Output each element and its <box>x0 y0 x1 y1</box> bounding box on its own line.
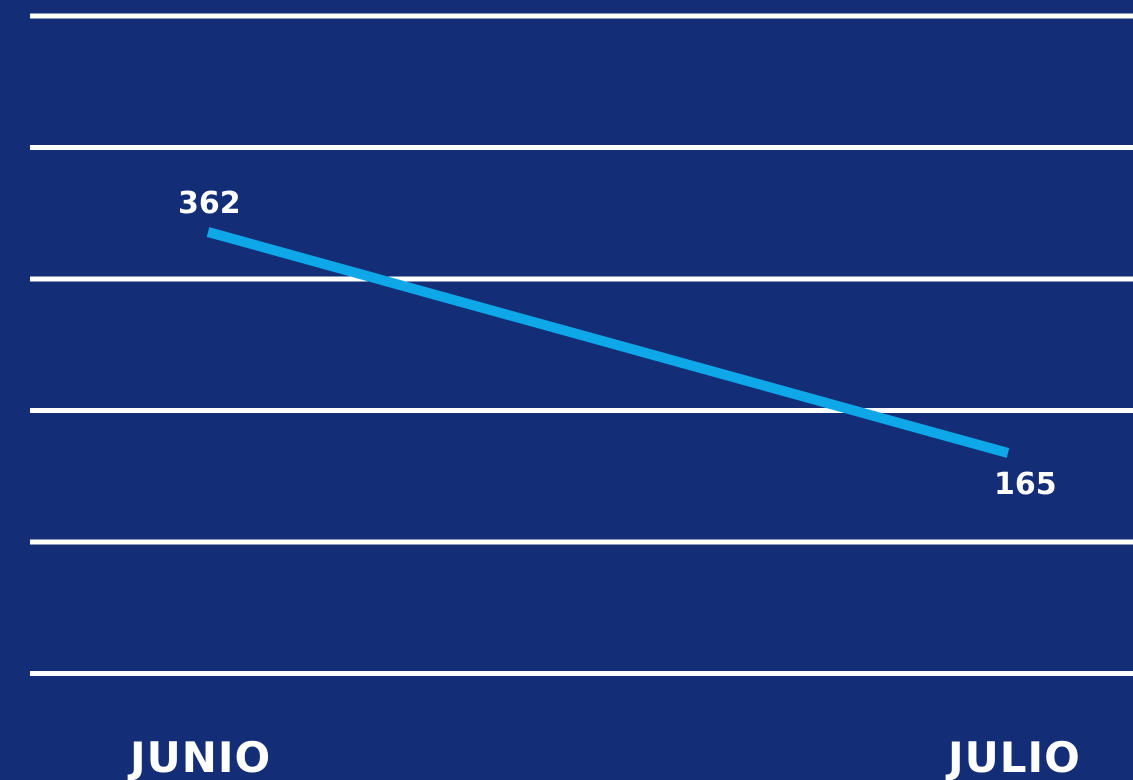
data-labels: 362 165 <box>178 186 1057 502</box>
x-tick-label-julio: JULIO <box>945 733 1081 780</box>
x-tick-label-junio: JUNIO <box>127 733 271 780</box>
series-line <box>206 227 1010 458</box>
data-label-julio: 165 <box>994 467 1057 502</box>
x-axis-ticks: JUNIO JULIO <box>127 733 1081 780</box>
gridlines <box>30 13 1133 676</box>
series-layer <box>206 227 1010 458</box>
data-label-junio: 362 <box>178 186 241 221</box>
